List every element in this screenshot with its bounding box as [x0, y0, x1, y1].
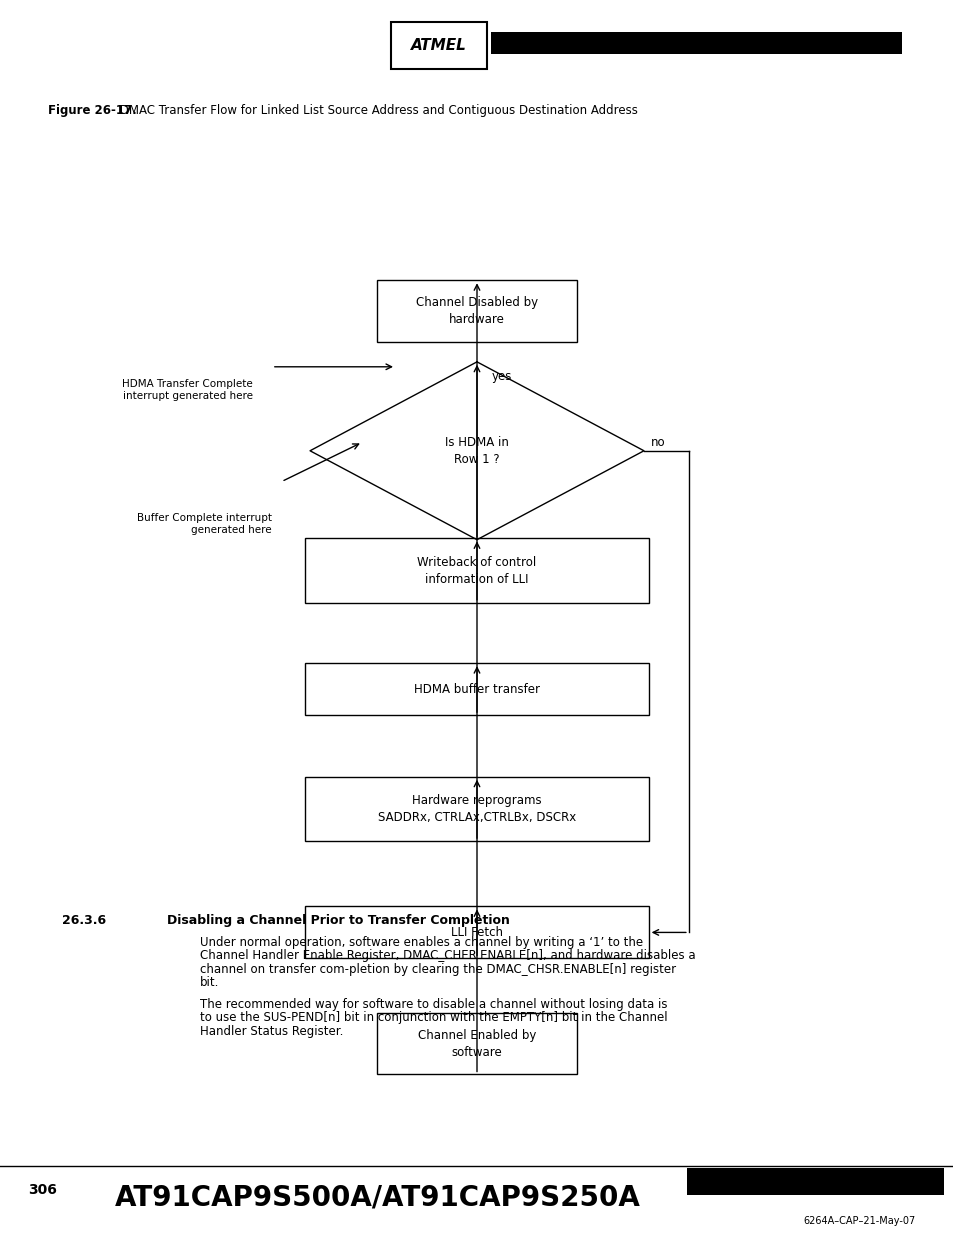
Text: interrupt generated here: interrupt generated here	[123, 391, 253, 401]
Text: DMAC Transfer Flow for Linked List Source Address and Contiguous Destination Add: DMAC Transfer Flow for Linked List Sourc…	[115, 104, 637, 117]
Text: 26.3.6: 26.3.6	[62, 914, 106, 927]
Text: AT91CAP9S500A/AT91CAP9S250A: AT91CAP9S500A/AT91CAP9S250A	[114, 1183, 639, 1212]
Bar	[305, 663, 648, 715]
Bar	[305, 777, 648, 841]
Bar	[305, 906, 648, 958]
Text: Figure 26-17.: Figure 26-17.	[48, 104, 136, 117]
Bar	[305, 538, 648, 603]
Text: Hardware reprograms
SADDRx, CTRLAx,CTRLBx, DSCRx: Hardware reprograms SADDRx, CTRLAx,CTRLB…	[377, 794, 576, 824]
Text: 6264A–CAP–21-May-07: 6264A–CAP–21-May-07	[802, 1216, 915, 1226]
Text: bit.: bit.	[200, 977, 219, 989]
Text: Channel Enabled by
software: Channel Enabled by software	[417, 1029, 536, 1058]
Text: HDMA buffer transfer: HDMA buffer transfer	[414, 683, 539, 695]
Bar	[491, 32, 901, 54]
Text: Disabling a Channel Prior to Transfer Completion: Disabling a Channel Prior to Transfer Co…	[167, 914, 509, 927]
Text: HDMA Transfer Complete: HDMA Transfer Complete	[122, 379, 253, 389]
Text: Channel Handler Enable Register, DMAC_CHER.ENABLE[n], and hardware disables a: Channel Handler Enable Register, DMAC_CH…	[200, 950, 696, 962]
Text: Buffer Complete interrupt: Buffer Complete interrupt	[136, 513, 272, 522]
Text: no: no	[650, 436, 664, 448]
Text: yes: yes	[491, 370, 511, 383]
Text: to use the SUS-PEND[n] bit in conjunction with the EMPTY[n] bit in the Channel: to use the SUS-PEND[n] bit in conjunctio…	[200, 1011, 667, 1024]
Text: channel on transfer com-pletion by clearing the DMAC_CHSR.ENABLE[n] register: channel on transfer com-pletion by clear…	[200, 963, 676, 976]
Text: Writeback of control
information of LLI: Writeback of control information of LLI	[416, 556, 536, 585]
Text: ATMEL: ATMEL	[411, 38, 466, 53]
Text: LLI Fetch: LLI Fetch	[451, 926, 502, 939]
Text: Channel Disabled by
hardware: Channel Disabled by hardware	[416, 296, 537, 326]
Bar	[376, 1013, 577, 1074]
Text: The recommended way for software to disable a channel without losing data is: The recommended way for software to disa…	[200, 998, 667, 1011]
Bar	[686, 1168, 943, 1195]
Bar	[376, 280, 577, 342]
Text: Is HDMA in
Row 1 ?: Is HDMA in Row 1 ?	[445, 436, 508, 466]
Text: Under normal operation, software enables a channel by writing a ‘1’ to the: Under normal operation, software enables…	[200, 936, 642, 948]
Text: generated here: generated here	[191, 525, 272, 535]
Text: Handler Status Register.: Handler Status Register.	[200, 1025, 343, 1037]
Text: 306: 306	[29, 1183, 57, 1197]
Bar	[391, 22, 486, 69]
